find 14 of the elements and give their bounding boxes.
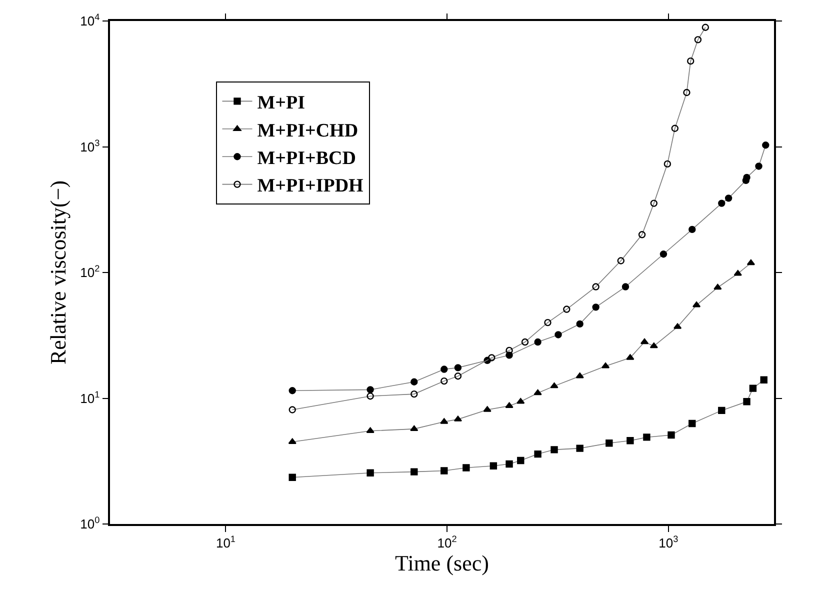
x-tick-label: 10$^{2}$ — [437, 534, 457, 550]
legend-label: M+PI — [257, 92, 306, 114]
y-tick-label: 10$^{4}$ — [80, 12, 100, 29]
y-tick-label: 10$^{3}$ — [80, 138, 100, 154]
legend-label: M+PI+CHD — [257, 120, 358, 142]
y-tick-label: 10$^{1}$ — [80, 389, 100, 406]
y-tick-label: 10$^{0}$ — [80, 515, 100, 532]
y-axis-title: Relative viscosity(−) — [45, 180, 70, 365]
legend-label: M+PI+IPDH — [257, 176, 364, 197]
legend-label: M+PI+BCD — [257, 148, 356, 170]
x-axis-title: Time (sec) — [395, 550, 489, 576]
x-tick-label: 10$^{1}$ — [216, 534, 236, 550]
x-tick-label: 10$^{3}$ — [658, 534, 678, 550]
y-tick-label: 10$^{2}$ — [80, 264, 100, 280]
